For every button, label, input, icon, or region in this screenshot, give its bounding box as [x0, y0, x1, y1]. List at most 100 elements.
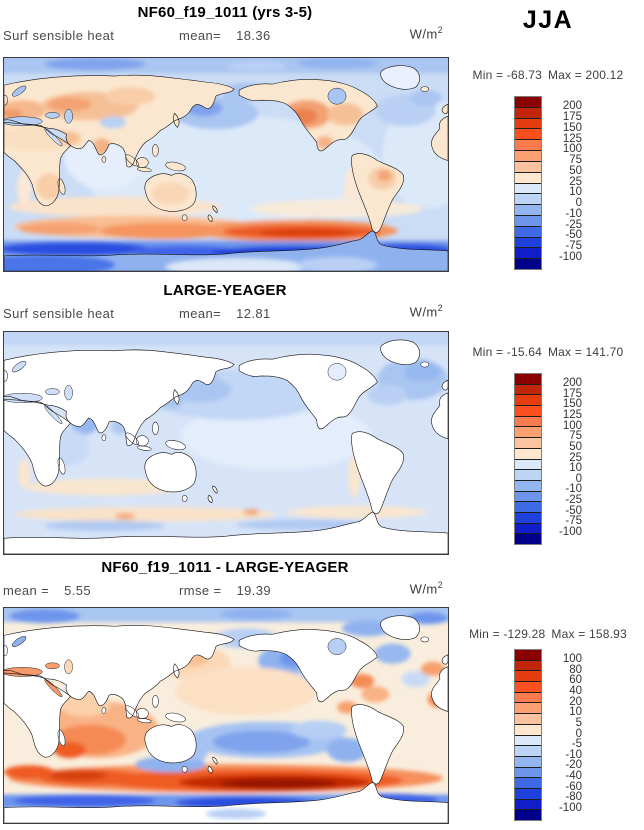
colorbar-cell — [515, 777, 541, 788]
colorbar-tick-label: 75 — [569, 430, 582, 443]
colorbar-cell — [515, 139, 541, 151]
colorbar-cell — [515, 650, 541, 660]
colorbar-cell — [515, 713, 541, 724]
colorbar-tick-label: 20 — [569, 695, 582, 708]
colorbar-cell — [515, 691, 541, 703]
rmse-value: 19.39 — [236, 583, 272, 598]
colorbar-cell — [515, 394, 541, 406]
colorbar-tick-label: 100 — [562, 419, 582, 432]
colorbar-cell — [515, 225, 541, 237]
colorbar-cell — [515, 723, 541, 735]
colorbar-cell — [515, 798, 541, 810]
colorbar-tick-label: 25 — [569, 175, 582, 188]
panel3-stats-row: mean = 5.55 rmse = 19.39 W/m2 — [3, 580, 447, 599]
panel3-mean-stat: mean = 5.55 — [3, 583, 91, 598]
colorbar-tick-label: 125 — [562, 132, 582, 145]
colorbar-cell — [515, 501, 541, 512]
panel2-units-label: W/m2 — [409, 303, 443, 320]
min-readout: Min = -15.64 — [472, 345, 542, 359]
colorbar-tick-label: -80 — [565, 791, 582, 804]
colorbar-tick-label: 60 — [569, 674, 582, 687]
colorbar-cell — [515, 734, 541, 746]
panel1-variable-label: Surf sensible heat — [3, 28, 115, 43]
max-readout: Max = 158.93 — [551, 627, 627, 641]
colorbar-tick-label: 40 — [569, 685, 582, 697]
mean-value: 5.55 — [64, 583, 92, 598]
colorbar-tick-label: -60 — [565, 780, 582, 793]
colorbar-tick-label: -75 — [565, 240, 582, 252]
colorbar-tick-label: 80 — [569, 663, 582, 676]
colorbar-model-cells — [514, 96, 542, 270]
rmse-label: rmse = — [179, 583, 222, 598]
colorbar-cell — [515, 117, 541, 129]
panel1-stats-row: Surf sensible heat mean= 18.36 W/m2 — [3, 25, 447, 44]
colorbar-cell — [515, 469, 541, 480]
colorbar-tick-label: 200 — [562, 377, 582, 390]
colorbar-tick-label: 10 — [569, 186, 582, 199]
panel2-title: LARGE-YEAGER — [163, 282, 287, 299]
colorbar-cell — [515, 97, 541, 107]
colorbar-cell — [515, 106, 541, 118]
panel1-title: NF60_f19_1011 (yrs 3-5) — [137, 4, 313, 21]
colorbar-cell — [515, 128, 541, 140]
colorbar-tick-label: -100 — [558, 525, 582, 538]
colorbar-cell — [515, 479, 541, 491]
colorbar-diff-cells — [514, 649, 542, 821]
colorbar-cell — [515, 247, 541, 259]
colorbar-tick-label: -20 — [565, 759, 582, 772]
colorbar-tick-label: -5 — [571, 738, 582, 751]
colorbar-tick-label: -50 — [565, 504, 582, 517]
mean-value: 18.36 — [236, 28, 271, 43]
colorbar-cell — [515, 766, 541, 778]
mean-label: mean= — [179, 306, 222, 321]
colorbar-tick-label: 150 — [562, 121, 582, 134]
colorbar-cell — [515, 204, 541, 215]
panel2-minmax: Min = -15.64 Max = 141.70 — [452, 345, 644, 359]
panel3-rmse-stat: rmse = 19.39 — [179, 583, 271, 598]
mean-value: 12.81 — [236, 306, 271, 321]
panel2-stats-row: Surf sensible heat mean= 12.81 W/m2 — [3, 303, 447, 322]
panel1-minmax: Min = -68.73 Max = 200.12 — [452, 68, 644, 82]
colorbar-cell — [515, 447, 541, 459]
min-readout: Min = -68.73 — [472, 68, 542, 82]
colorbar-cell — [515, 258, 541, 269]
colorbar-tick-label: 0 — [575, 197, 582, 209]
colorbar-cell — [515, 511, 541, 523]
colorbar-diff: 100 80 60 40 20 10 5 0 -5 -10 -20 -40 -60 -80 -100 — [514, 649, 644, 821]
colorbar-cell — [515, 437, 541, 448]
colorbar-tick-label: 200 — [562, 100, 582, 113]
colorbar-cell — [515, 458, 541, 470]
colorbar-tick-label: 75 — [569, 154, 582, 166]
colorbar-cell — [515, 809, 541, 820]
min-readout: Min = -129.28 — [469, 627, 546, 641]
colorbar-cell — [515, 745, 541, 756]
panel1-units-label: W/m2 — [409, 25, 443, 42]
colorbar-tick-label: -10 — [565, 483, 582, 496]
panel2-variable-label: Surf sensible heat — [3, 306, 115, 321]
colorbar-tick-label: -75 — [565, 515, 582, 528]
colorbar-tick-label: -25 — [565, 218, 582, 231]
panel2-mean-stat: mean= 12.81 — [179, 306, 271, 321]
colorbar-tick-label: 5 — [575, 716, 582, 729]
colorbar-tick-label: -100 — [558, 250, 582, 263]
colorbar-cell — [515, 214, 541, 226]
colorbar-tick-label: 10 — [569, 462, 582, 475]
colorbar-cell — [515, 755, 541, 767]
mean-label: mean = — [3, 583, 50, 598]
max-readout: Max = 141.70 — [547, 345, 624, 359]
colorbar-tick-label: 175 — [562, 387, 582, 400]
colorbar-tick-label: 50 — [569, 440, 582, 453]
map-model — [3, 57, 449, 272]
colorbar-cell — [515, 236, 541, 248]
colorbar-tick-label: 175 — [562, 111, 582, 123]
map-diff — [3, 607, 449, 824]
colorbar-tick-label: 150 — [562, 398, 582, 411]
mean-label: mean= — [179, 28, 222, 43]
colorbar-tick-label: -10 — [565, 748, 582, 761]
map-obs — [3, 331, 449, 555]
colorbar-tick-label: 25 — [569, 451, 582, 464]
panel3-minmax: Min = -129.28 Max = 158.93 — [452, 627, 644, 641]
colorbar-cell — [515, 160, 541, 172]
colorbar-cell — [515, 405, 541, 416]
colorbar-cell — [515, 150, 541, 161]
